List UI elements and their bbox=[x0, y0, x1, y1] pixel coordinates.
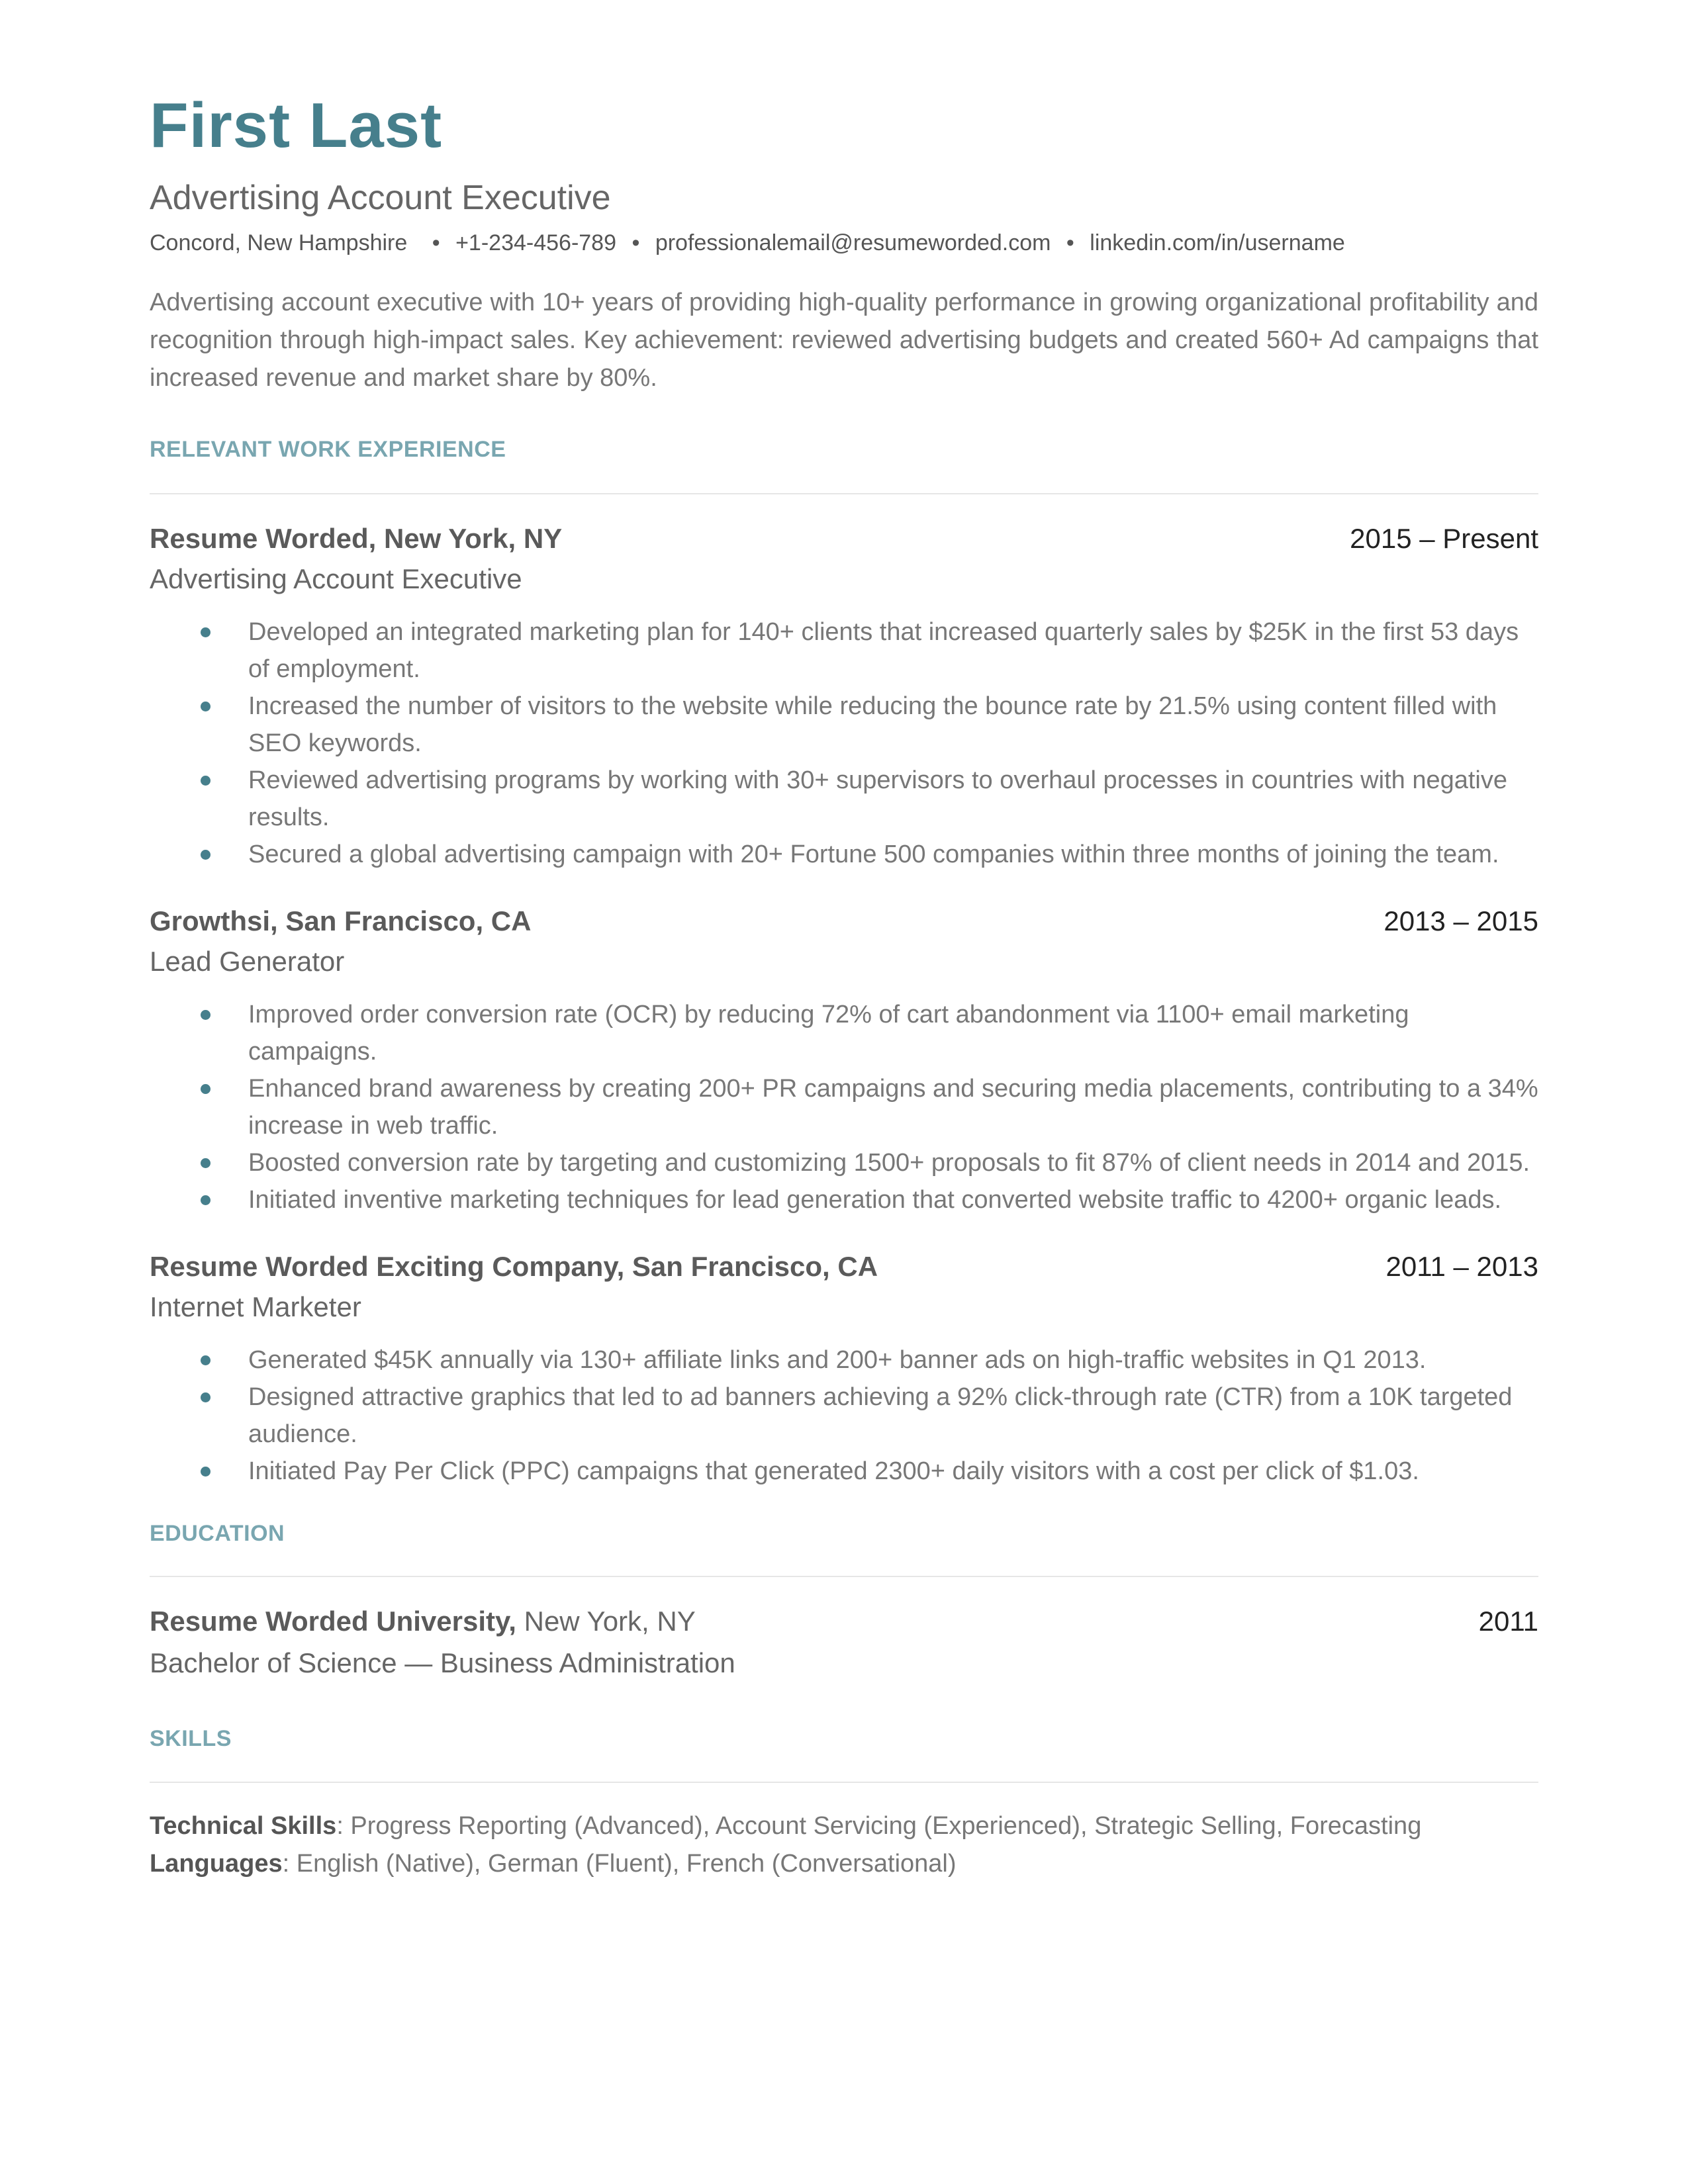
bullet-item: Designed attractive graphics that led to… bbox=[150, 1379, 1538, 1453]
job-header: Resume Worded Exciting Company, San Fran… bbox=[150, 1250, 1538, 1283]
job-entry: Growthsi, San Francisco, CA 2013 – 2015 … bbox=[150, 905, 1538, 1218]
bullet-dot-icon bbox=[201, 1355, 211, 1365]
languages-label: Languages bbox=[150, 1850, 283, 1878]
bullet-text: Increased the number of visitors to the … bbox=[248, 692, 1497, 757]
location: Concord, New Hampshire bbox=[150, 230, 408, 255]
degree: Bachelor of Science — Business Administr… bbox=[150, 1647, 735, 1678]
job-dates: 2015 – Present bbox=[1350, 523, 1538, 554]
bullet-dot-icon bbox=[201, 627, 211, 637]
bullet-text: Reviewed advertising programs by working… bbox=[248, 766, 1507, 831]
bullet-dot-icon bbox=[201, 1392, 211, 1402]
contact-line: Concord, New Hampshire • +1-234-456-789 … bbox=[150, 230, 1538, 256]
divider bbox=[150, 1782, 1538, 1783]
bullet-dot-icon bbox=[201, 1467, 211, 1477]
section-heading-experience: RELEVANT WORK EXPERIENCE bbox=[150, 437, 506, 462]
bullet-item: Generated $45K annually via 130+ affilia… bbox=[150, 1342, 1538, 1379]
bullet-text: Developed an integrated marketing plan f… bbox=[248, 618, 1519, 683]
school-line: Resume Worded University, New York, NY bbox=[150, 1605, 696, 1638]
job-role: Advertising Account Executive bbox=[150, 563, 522, 594]
separator: • bbox=[432, 230, 440, 255]
bullet-item: Improved order conversion rate (OCR) by … bbox=[150, 996, 1538, 1070]
school-name: Resume Worded University, bbox=[150, 1606, 516, 1637]
bullet-list: Generated $45K annually via 130+ affilia… bbox=[150, 1342, 1538, 1490]
phone: +1-234-456-789 bbox=[455, 230, 616, 255]
school-location: New York, NY bbox=[516, 1606, 696, 1637]
bullet-dot-icon bbox=[201, 702, 211, 711]
bullet-dot-icon bbox=[201, 1010, 211, 1020]
company-name: Resume Worded Exciting Company, San Fran… bbox=[150, 1251, 878, 1282]
bullet-item: Boosted conversion rate by targeting and… bbox=[150, 1144, 1538, 1181]
bullet-text: Initiated Pay Per Click (PPC) campaigns … bbox=[248, 1457, 1419, 1485]
bullet-dot-icon bbox=[201, 850, 211, 860]
summary: Advertising account executive with 10+ y… bbox=[150, 289, 1538, 392]
company-name: Growthsi, San Francisco, CA bbox=[150, 905, 532, 936]
bullet-dot-icon bbox=[201, 1084, 211, 1094]
divider bbox=[150, 493, 1538, 494]
bullet-item: Secured a global advertising campaign wi… bbox=[150, 836, 1538, 873]
bullet-list: Developed an integrated marketing plan f… bbox=[150, 614, 1538, 873]
bullet-dot-icon bbox=[201, 1158, 211, 1168]
divider bbox=[150, 1576, 1538, 1577]
bullet-list: Improved order conversion rate (OCR) by … bbox=[150, 996, 1538, 1218]
bullet-item: Enhanced brand awareness by creating 200… bbox=[150, 1070, 1538, 1144]
education-entry: Resume Worded University, New York, NY 2… bbox=[150, 1605, 1538, 1638]
linkedin-link[interactable]: linkedin.com/in/username bbox=[1090, 230, 1345, 255]
job-header: Growthsi, San Francisco, CA 2013 – 2015 bbox=[150, 905, 1538, 938]
job-dates: 2013 – 2015 bbox=[1383, 905, 1538, 936]
email-link[interactable]: professionalemail@resumeworded.com bbox=[655, 230, 1051, 255]
bullet-text: Generated $45K annually via 130+ affilia… bbox=[248, 1346, 1427, 1374]
bullet-item: Initiated Pay Per Click (PPC) campaigns … bbox=[150, 1453, 1538, 1490]
bullet-item: Developed an integrated marketing plan f… bbox=[150, 614, 1538, 688]
candidate-title: Advertising Account Executive bbox=[150, 179, 611, 217]
bullet-text: Enhanced brand awareness by creating 200… bbox=[248, 1075, 1538, 1140]
graduation-year: 2011 bbox=[1478, 1606, 1538, 1637]
section-heading-skills: SKILLS bbox=[150, 1726, 232, 1751]
bullet-text: Boosted conversion rate by targeting and… bbox=[248, 1149, 1530, 1177]
job-entry: Resume Worded, New York, NY 2015 – Prese… bbox=[150, 522, 1538, 873]
section-heading-education: EDUCATION bbox=[150, 1521, 285, 1546]
experience-list: Resume Worded, New York, NY 2015 – Prese… bbox=[150, 522, 1538, 1490]
separator: • bbox=[1066, 230, 1074, 255]
job-role: Lead Generator bbox=[150, 946, 345, 977]
job-entry: Resume Worded Exciting Company, San Fran… bbox=[150, 1250, 1538, 1490]
bullet-text: Secured a global advertising campaign wi… bbox=[248, 841, 1499, 868]
technical-skills-value: : Progress Reporting (Advanced), Account… bbox=[336, 1812, 1422, 1840]
bullet-dot-icon bbox=[201, 1195, 211, 1205]
bullet-item: Reviewed advertising programs by working… bbox=[150, 762, 1538, 836]
job-dates: 2011 – 2013 bbox=[1385, 1251, 1538, 1282]
bullet-text: Improved order conversion rate (OCR) by … bbox=[248, 1001, 1409, 1066]
company-name: Resume Worded, New York, NY bbox=[150, 523, 563, 554]
languages-value: : English (Native), German (Fluent), Fre… bbox=[282, 1850, 957, 1878]
separator: • bbox=[632, 230, 640, 255]
bullet-dot-icon bbox=[201, 776, 211, 786]
bullet-text: Initiated inventive marketing techniques… bbox=[248, 1186, 1502, 1214]
technical-skills: Technical Skills: Progress Reporting (Ad… bbox=[150, 1807, 1538, 1845]
job-header: Resume Worded, New York, NY 2015 – Prese… bbox=[150, 522, 1538, 555]
bullet-item: Increased the number of visitors to the … bbox=[150, 688, 1538, 762]
job-role: Internet Marketer bbox=[150, 1291, 361, 1322]
bullet-item: Initiated inventive marketing techniques… bbox=[150, 1181, 1538, 1218]
bullet-text: Designed attractive graphics that led to… bbox=[248, 1383, 1513, 1448]
resume: First Last Advertising Account Executive… bbox=[150, 89, 1538, 1883]
candidate-name: First Last bbox=[150, 90, 443, 161]
technical-skills-label: Technical Skills bbox=[150, 1812, 337, 1840]
languages: Languages: English (Native), German (Flu… bbox=[150, 1845, 1538, 1883]
